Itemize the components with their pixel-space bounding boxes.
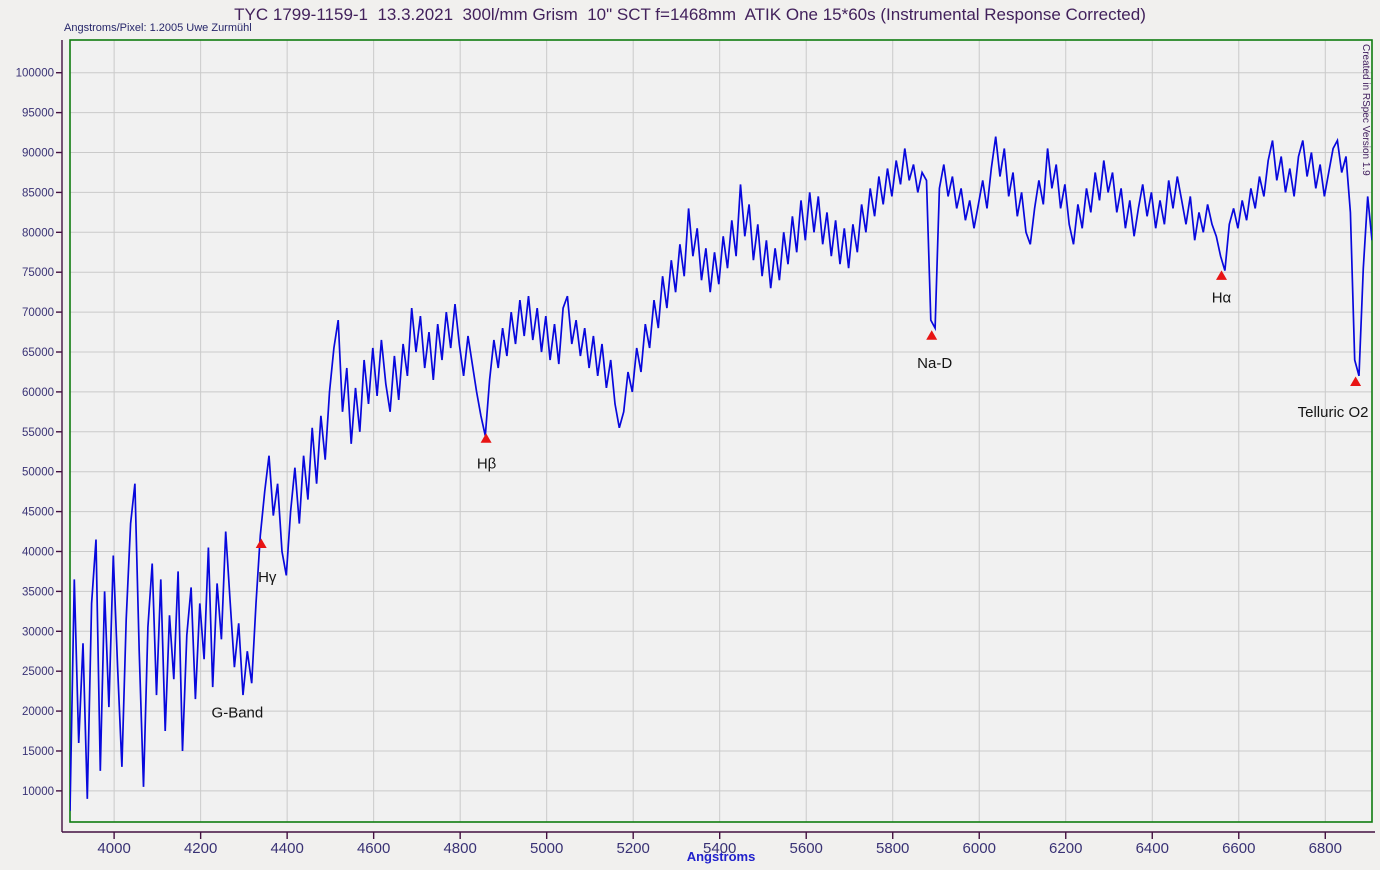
feature-label: Na-D <box>917 355 952 372</box>
y-tick-label: 30000 <box>22 626 54 638</box>
y-tick-label: 20000 <box>22 706 54 718</box>
y-tick-label: 10000 <box>22 786 54 798</box>
x-tick-label: 5800 <box>876 840 909 857</box>
y-tick-label: 45000 <box>22 507 54 519</box>
y-tick-label: 85000 <box>22 187 54 199</box>
y-tick-label: 40000 <box>22 546 54 558</box>
y-tick-label: 60000 <box>22 387 54 399</box>
x-axis-title: Angstroms <box>686 849 756 864</box>
plot-area <box>70 40 1372 822</box>
feature-marker-triangle-icon <box>926 330 938 340</box>
x-tick-label: 5200 <box>617 840 650 857</box>
x-tick-label: 4000 <box>97 840 130 857</box>
y-tick-label: 15000 <box>22 746 54 758</box>
feature-marker-triangle-icon <box>1216 270 1227 280</box>
feature-label: Telluric O2 <box>1298 404 1369 421</box>
y-tick-label: 65000 <box>22 347 54 359</box>
x-tick-label: 4400 <box>270 840 303 857</box>
y-tick-label: 50000 <box>22 467 54 479</box>
x-tick-label: 6000 <box>963 840 996 857</box>
y-tick-label: 75000 <box>22 267 54 279</box>
x-tick-label: 4800 <box>443 840 476 857</box>
chart-title: TYC 1799-1159-1 13.3.2021 300l/mm Grism … <box>234 5 1146 24</box>
x-tick-label: 4200 <box>184 840 217 857</box>
feature-marker-triangle-icon <box>480 433 492 443</box>
feature-marker-triangle-icon <box>1350 376 1362 386</box>
y-tick-label: 90000 <box>22 148 54 160</box>
y-tick-label: 95000 <box>22 108 54 120</box>
x-tick-label: 5000 <box>530 840 563 857</box>
x-tick-label: 6200 <box>1049 840 1082 857</box>
y-tick-label: 70000 <box>22 307 54 319</box>
x-tick-label: 5400 <box>703 840 736 857</box>
feature-label: Hα <box>1212 290 1232 307</box>
x-tick-label: 6600 <box>1222 840 1255 857</box>
spectrum-line <box>70 136 1372 811</box>
x-tick-label: 6400 <box>1136 840 1169 857</box>
x-tick-label: 6800 <box>1309 840 1342 857</box>
x-tick-label: 4600 <box>357 840 390 857</box>
rspec-watermark: Created in RSpec Version 1.9 <box>1360 44 1371 176</box>
pixel-scale-note: Angstroms/Pixel: 1.2005 Uwe Zurmühl <box>64 22 252 34</box>
plot-border <box>69 39 1373 823</box>
feature-label: Hγ <box>258 569 277 586</box>
feature-label: Hβ <box>477 456 497 473</box>
y-tick-label: 100000 <box>16 68 54 80</box>
y-tick-label: 80000 <box>22 227 54 239</box>
x-tick-label: 5600 <box>790 840 823 857</box>
feature-label: G-Band <box>212 705 264 722</box>
y-tick-label: 55000 <box>22 427 54 439</box>
y-tick-label: 25000 <box>22 666 54 678</box>
feature-marker-triangle-icon <box>255 538 267 548</box>
y-tick-label: 35000 <box>22 586 54 598</box>
